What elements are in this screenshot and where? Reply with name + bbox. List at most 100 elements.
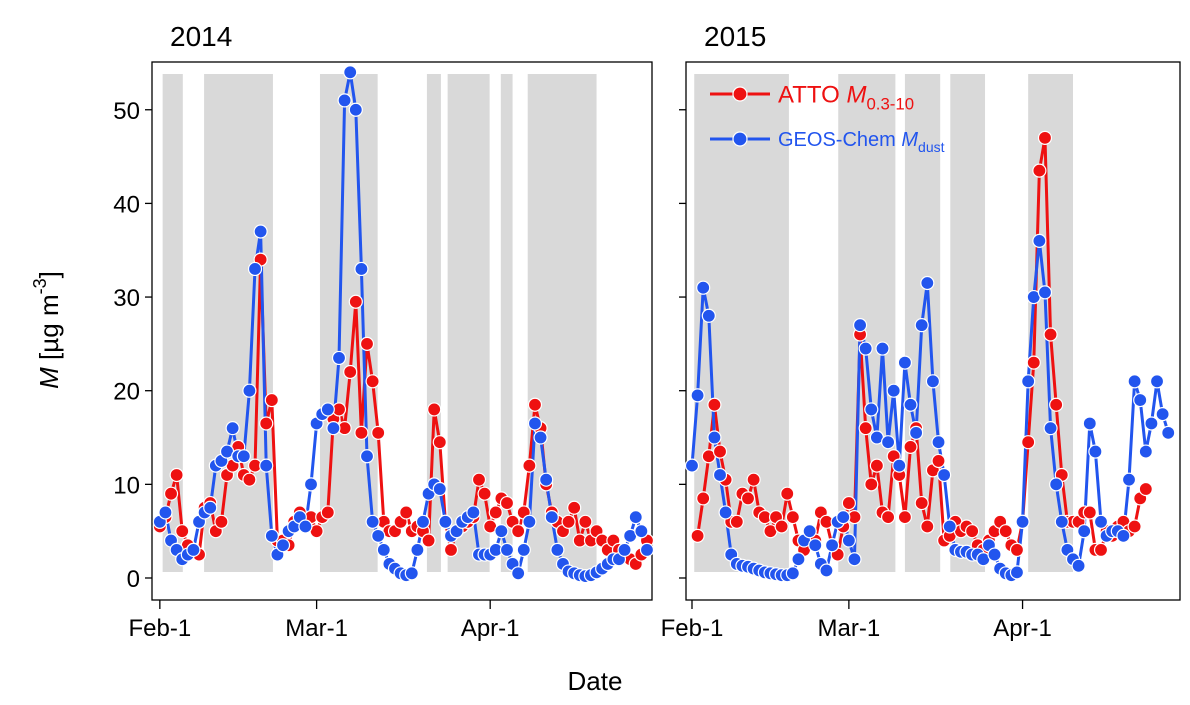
data-point — [236, 449, 251, 464]
data-point — [1127, 519, 1142, 534]
data-point — [527, 416, 543, 431]
legend-marker — [732, 86, 748, 102]
data-point — [158, 505, 173, 520]
data-point — [639, 542, 655, 557]
data-point — [791, 552, 806, 567]
panel-title: 2015 — [704, 21, 766, 52]
data-point — [354, 261, 369, 277]
data-point — [522, 458, 537, 473]
data-point — [920, 275, 935, 291]
data-point — [1138, 444, 1153, 459]
data-point — [712, 467, 728, 483]
data-point — [298, 519, 313, 534]
data-point — [909, 425, 924, 440]
legend-label: ATTO M0.3-10 — [778, 81, 914, 113]
x-tick-label: Feb-1 — [128, 615, 191, 642]
data-point — [466, 505, 481, 520]
data-point — [920, 519, 935, 534]
data-point — [354, 425, 369, 440]
data-point — [1088, 444, 1103, 459]
data-point — [421, 533, 436, 548]
data-point — [539, 472, 554, 487]
data-point — [628, 510, 643, 525]
data-point — [365, 374, 380, 389]
data-point — [1149, 374, 1165, 389]
data-point — [331, 350, 347, 366]
data-point — [533, 430, 548, 445]
y-tick-label: 40 — [113, 191, 140, 218]
data-point — [701, 308, 716, 323]
y-tick-label: 10 — [113, 472, 140, 499]
data-point — [1009, 565, 1025, 580]
data-point — [1021, 374, 1036, 389]
data-point — [247, 261, 263, 277]
data-point — [225, 421, 240, 436]
data-point — [169, 467, 184, 483]
plot-frame — [151, 61, 653, 601]
data-point — [914, 318, 929, 333]
data-point — [903, 439, 918, 454]
data-point — [399, 505, 414, 520]
data-point — [696, 491, 711, 506]
data-point — [858, 341, 873, 356]
y-tick-label: 50 — [113, 98, 140, 125]
data-point — [1049, 477, 1064, 492]
data-point — [371, 528, 386, 543]
data-point — [1049, 397, 1064, 412]
data-point — [259, 458, 274, 473]
data-point — [892, 458, 907, 473]
data-point — [499, 542, 515, 557]
data-point — [774, 519, 789, 534]
data-point — [886, 383, 901, 398]
data-point — [1026, 355, 1041, 370]
plot-frame — [685, 61, 1181, 601]
data-point — [746, 472, 761, 487]
data-point — [942, 519, 957, 534]
data-point — [1133, 392, 1148, 408]
data-point — [897, 510, 913, 525]
data-point — [471, 472, 487, 487]
data-point — [819, 563, 834, 578]
data-point — [931, 453, 946, 469]
data-point — [1037, 130, 1053, 145]
data-point — [499, 495, 515, 511]
data-point — [1144, 416, 1159, 431]
data-point — [1116, 528, 1131, 543]
data-point — [359, 336, 375, 351]
data-point — [712, 444, 728, 459]
data-point — [253, 224, 268, 239]
data-point — [875, 341, 890, 356]
shaded-period — [527, 74, 597, 572]
data-point — [690, 528, 705, 543]
data-point — [432, 481, 447, 497]
data-point — [404, 566, 419, 581]
data-point — [163, 486, 179, 501]
data-point — [808, 538, 823, 553]
data-point — [841, 533, 856, 548]
x-tick-label: Feb-1 — [661, 615, 724, 642]
data-point — [1037, 285, 1053, 300]
x-tick-label: Apr-1 — [461, 615, 520, 642]
x-tick-label: Apr-1 — [993, 615, 1052, 642]
x-tick-label: Mar-1 — [285, 615, 348, 642]
data-point — [326, 421, 341, 436]
data-point — [1155, 407, 1170, 422]
x-tick-label: Mar-1 — [818, 615, 881, 642]
data-point — [785, 566, 800, 581]
data-point — [275, 538, 291, 553]
data-point — [527, 397, 543, 412]
data-point — [477, 486, 492, 501]
data-point — [303, 477, 319, 492]
data-point — [203, 500, 218, 515]
legend-label: GEOS-Chem Mdust — [778, 129, 945, 155]
data-point — [415, 514, 431, 529]
data-point — [264, 528, 279, 543]
data-point — [522, 514, 537, 529]
data-point — [348, 294, 363, 309]
shaded-period — [500, 74, 513, 572]
data-point — [427, 402, 442, 417]
data-point — [376, 542, 391, 557]
data-point — [696, 280, 711, 295]
y-axis-label: M [µg m-3] — [30, 271, 64, 389]
